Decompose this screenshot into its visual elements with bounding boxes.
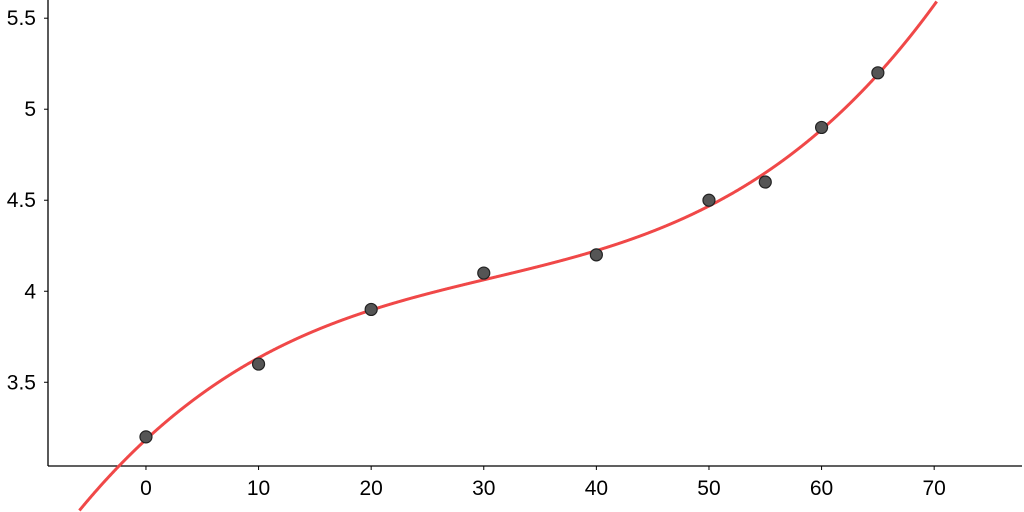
axes: 0 10 20 30 40 50 60 70 3.5 4 4.5 5 5.5 — [7, 0, 1022, 500]
data-point — [702, 193, 716, 207]
x-tick-label: 0 — [140, 477, 152, 500]
data-point — [814, 120, 829, 135]
points-group — [139, 66, 885, 444]
data-point — [758, 175, 772, 189]
y-tick-label: 5.5 — [7, 7, 36, 30]
y-tick-label: 5 — [24, 98, 36, 121]
y-tick-label: 3.5 — [7, 371, 36, 394]
data-point — [364, 302, 378, 317]
data-point — [251, 357, 266, 371]
x-tick-label: 10 — [247, 477, 270, 500]
trend-curve — [78, 0, 938, 512]
data-point — [871, 66, 885, 80]
data-point — [477, 266, 491, 280]
x-tick-label: 20 — [359, 477, 382, 500]
x-tick-label: 50 — [697, 477, 720, 500]
trend-curve-group — [78, 0, 938, 512]
x-tick-label: 60 — [810, 477, 833, 500]
data-point — [589, 248, 603, 262]
y-tick-label: 4.5 — [7, 189, 36, 212]
y-tick-label: 4 — [24, 280, 36, 303]
x-tick-label: 40 — [585, 477, 608, 500]
x-tick-label: 70 — [922, 477, 945, 500]
x-tick-label: 30 — [472, 477, 495, 500]
data-point — [139, 430, 153, 444]
